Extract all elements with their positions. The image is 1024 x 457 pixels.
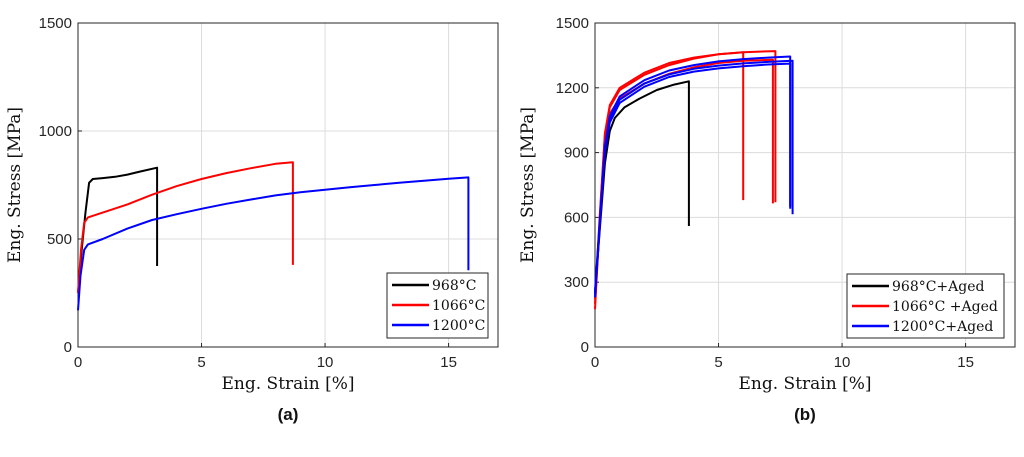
x-tick-label: 10 [317,354,334,371]
y-axis-label: Eng. Stress [MPa] [518,107,538,263]
x-tick-label: 5 [197,354,205,371]
y-tick-label: 500 [47,231,72,248]
series-line-1200-c [77,176,470,311]
series-line-1200-c-aged [594,55,792,298]
axes-frame [77,22,499,348]
legend-label: 1200°C+Aged [892,319,993,335]
y-tick-label: 1500 [39,15,72,32]
y-tick-label: 600 [564,209,589,226]
x-axis-label: Eng. Strain [%] [222,374,355,394]
y-tick-label: 1500 [556,15,589,32]
legend: 968°C+Aged 1066°C +Aged 1200°C+Aged [846,273,1005,339]
series-line-1066-c-aged [594,58,774,304]
y-tick-label: 0 [581,339,589,356]
axes-frame [594,22,1016,348]
series-line-1200-c-aged [594,59,794,291]
x-tick-label: 0 [74,354,82,371]
y-axis-label: Eng. Stress [MPa] [5,107,25,263]
x-tick-label: 15 [957,354,974,371]
legend: 968°C 1066°C 1200°C [386,272,489,339]
series-line-1066-c [77,161,294,294]
panel-caption: (a) [278,405,299,424]
series-line-1200-c-aged [594,62,792,296]
legend-label: 1066°C [432,298,485,314]
y-tick-label: 1000 [39,123,72,140]
chart-panel-b: 0 5 10 15 0 300 600 900 1200 1500 Eng. Strain [%] E… [518,15,1016,424]
x-tick-label: 15 [440,354,457,371]
y-tick-label: 300 [564,274,589,291]
x-tick-label: 5 [714,354,722,371]
legend-label: 968°C+Aged [892,279,985,295]
legend-label: 968°C [432,278,476,294]
y-tick-label: 0 [64,339,72,356]
legend-label: 1066°C +Aged [892,299,998,315]
series-line-968-c [77,166,159,294]
panel-caption: (b) [794,405,816,424]
legend-label: 1200°C [432,318,485,334]
x-tick-label: 10 [834,354,851,371]
chart-panel-a: 0 5 10 15 0 500 1000 1500 Eng. Strain [%] Eng. St… [5,15,499,424]
y-tick-label: 900 [564,145,589,162]
x-tick-label: 0 [591,354,599,371]
y-tick-label: 1200 [556,80,589,97]
x-axis-label: Eng. Strain [%] [739,374,872,394]
